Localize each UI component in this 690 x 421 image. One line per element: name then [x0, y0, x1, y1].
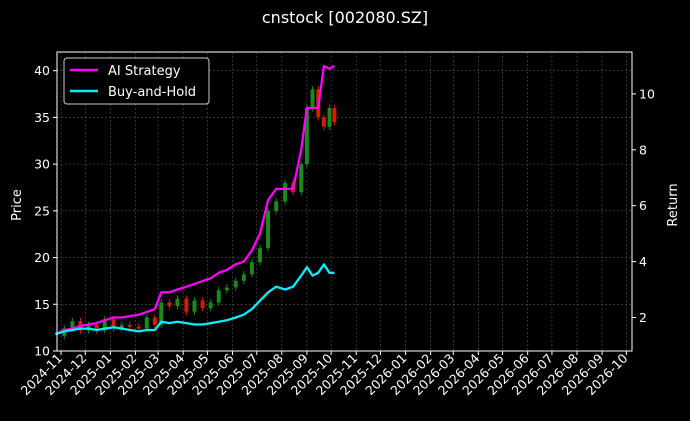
candle-body [208, 302, 213, 309]
candle-body [321, 117, 326, 127]
y-tick-label: 20 [34, 250, 50, 265]
series-line-buy-and-hold [55, 263, 335, 336]
candle-body [266, 210, 271, 249]
legend-label-ai-strategy: AI Strategy [108, 64, 181, 79]
candle-body [102, 319, 107, 331]
y2-tick-label: 6 [639, 198, 647, 213]
candle-body [257, 248, 262, 263]
candle-body [167, 302, 172, 307]
y-tick-label: 35 [34, 110, 50, 125]
y2-tick-label: 4 [639, 254, 647, 269]
legend-box [63, 57, 210, 105]
candle-body [299, 164, 304, 193]
candle-body [249, 262, 254, 275]
candle-body [184, 298, 189, 312]
y-tick-label: 25 [34, 203, 50, 218]
y2-axis-label: Return [666, 183, 681, 226]
candle-body [111, 319, 116, 329]
candle-body [159, 302, 164, 325]
y-tick-label: 10 [34, 344, 50, 359]
chart-title: cnstock [002080.SZ] [262, 8, 428, 27]
y-axis-label: Price [10, 189, 25, 221]
price-axis: 10 15 20 25 30 35 40 [34, 63, 57, 359]
candle-body [200, 300, 205, 309]
candle-body [175, 298, 180, 307]
y2-tick-label: 2 [639, 310, 647, 325]
plot-frame [56, 51, 633, 352]
candle-body [304, 108, 309, 165]
candle-body [332, 108, 337, 123]
candle-body [144, 317, 149, 329]
candle-body [136, 326, 141, 329]
legend-label-buy-and-hold: Buy-and-Hold [108, 85, 196, 100]
return-axis: 2 4 6 8 10 [632, 86, 655, 325]
candle-body [310, 89, 315, 109]
candle-body [327, 108, 332, 127]
candle-body [283, 182, 288, 202]
candle-body [224, 287, 229, 291]
return-series [54, 64, 335, 336]
candle-body [192, 300, 197, 312]
candle-body [70, 321, 75, 329]
candle-body [233, 280, 238, 288]
y-tick-label: 15 [34, 297, 50, 312]
candle-body [274, 201, 279, 211]
candle-body [241, 274, 246, 281]
series-line-ai-strategy [54, 64, 335, 336]
candle-body [152, 317, 157, 325]
candle-body [119, 324, 124, 329]
y2-tick-label: 10 [639, 86, 655, 101]
y2-tick-label: 8 [639, 142, 647, 157]
legend: AI Strategy Buy-and-Hold [63, 57, 210, 105]
candle-body [216, 290, 221, 303]
y-tick-label: 30 [34, 157, 50, 172]
y-tick-label: 40 [34, 63, 50, 78]
candle-body [127, 324, 132, 327]
candle-body [94, 324, 99, 331]
